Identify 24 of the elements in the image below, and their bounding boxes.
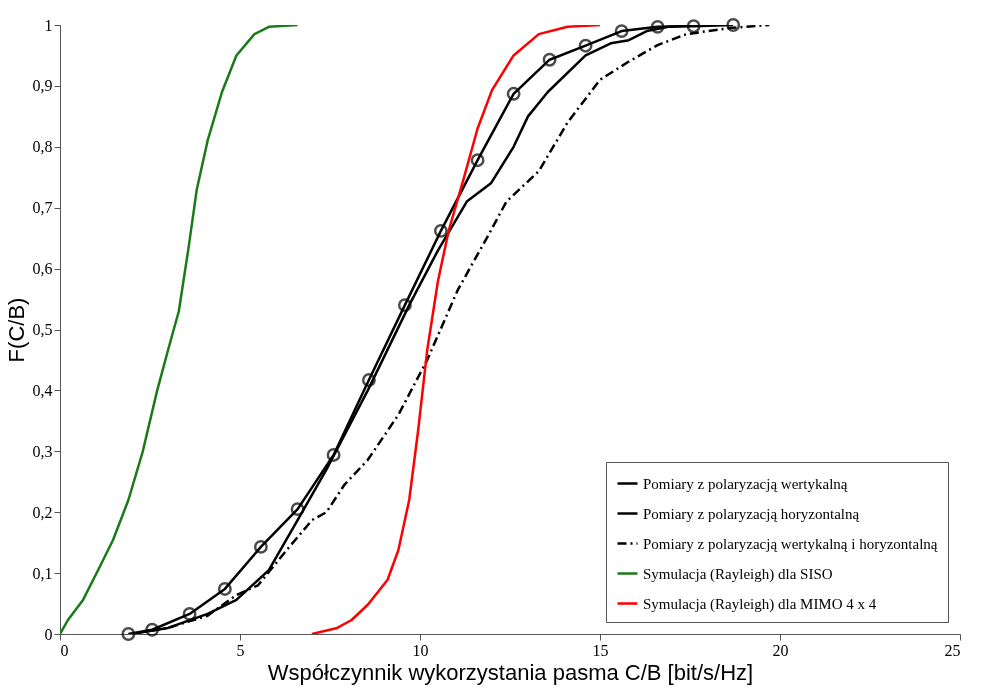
y-tick-label: 0,1 [32, 564, 53, 582]
y-tick-label: 0,5 [32, 321, 53, 338]
legend-label: Pomiary z polaryzacją wertykalną i horyzontalną [643, 535, 938, 552]
legend-label: Symulacja (Rayleigh) dla SISO [643, 565, 833, 583]
y-tick-label: 1 [44, 16, 53, 34]
y-tick-label: 0,6 [32, 260, 53, 278]
legend-label: Symulacja (Rayleigh) dla MIMO 4 x 4 [643, 595, 877, 613]
x-tick-label: 10 [412, 641, 429, 659]
x-tick-label: 15 [592, 641, 609, 659]
y-axis-title: F(C/B) [3, 297, 29, 363]
x-tick-label: 25 [944, 641, 961, 659]
y-tick-label: 0,3 [32, 442, 53, 460]
y-tick-label: 0,9 [32, 77, 53, 95]
x-tick-label: 0 [60, 641, 69, 659]
legend-label: Pomiary z polaryzacją horyzontalną [643, 505, 860, 522]
x-axis-title: Współczynnik wykorzystania pasma C/B [bit/s/Hz] [267, 659, 754, 685]
y-tick-label: 0 [44, 625, 53, 643]
legend-label: Pomiary z polaryzacją wertykalną [643, 475, 848, 492]
y-tick-label: 0,2 [32, 503, 53, 521]
y-tick-label: 0,4 [32, 381, 53, 399]
y-tick-label: 0,8 [32, 138, 53, 156]
x-tick-label: 20 [772, 641, 789, 659]
x-tick-label: 5 [236, 641, 245, 659]
y-tick-label: 0,7 [32, 199, 53, 217]
